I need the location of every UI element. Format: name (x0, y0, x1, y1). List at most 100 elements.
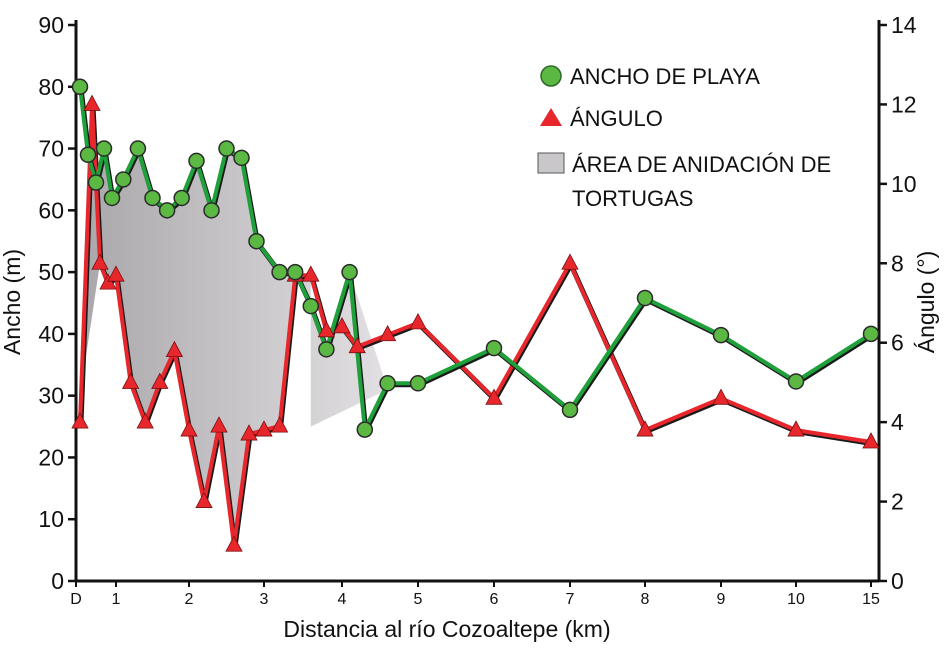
y-left-tick-label: 0 (51, 568, 64, 594)
angle-point (225, 535, 243, 552)
angle-point (485, 388, 503, 405)
width-point (203, 202, 220, 219)
x-tick-label: 1 (112, 591, 121, 608)
angle-point (107, 265, 125, 282)
y-right-tick-label: 14 (891, 12, 917, 38)
width-point (341, 263, 358, 281)
turtle-nesting-area-layer (80, 148, 388, 546)
series-layer (71, 78, 880, 552)
angle-point (121, 372, 140, 389)
angle-point (270, 416, 289, 433)
angle-point (636, 420, 654, 437)
angle-point (195, 491, 213, 508)
y-left-tick-label: 90 (38, 12, 64, 38)
angle-point (787, 420, 805, 437)
width-point (87, 174, 105, 191)
angle-point (71, 412, 89, 429)
width-point (188, 152, 205, 170)
x-tick-label: 7 (566, 591, 575, 608)
angle-point (712, 388, 730, 405)
x-tick-label: D (70, 591, 82, 608)
y-right-tick-label: 4 (891, 409, 904, 435)
y-right-tick-label: 0 (891, 568, 904, 594)
width-point (144, 189, 161, 207)
width-point (71, 78, 89, 96)
x-tick-label: 5 (414, 591, 423, 608)
y-left-axis-title: Ancho (m) (0, 249, 25, 355)
width-point (787, 373, 805, 390)
width-point (103, 189, 121, 207)
width-point (286, 263, 304, 281)
x-axis-title: Distancia al río Cozoaltepe (km) (283, 616, 610, 642)
legend: ANCHO DE PLAYA ÁNGULO ÁREA DE ANIDACIÓN … (537, 64, 831, 211)
x-tick-label: 9 (717, 591, 726, 608)
width-point (379, 375, 396, 392)
width-point (356, 421, 374, 438)
x-tick-label: 15 (862, 591, 880, 608)
y-left-tick-label: 80 (38, 74, 64, 100)
width-point (485, 339, 503, 357)
angle-point (180, 420, 198, 437)
width-point (302, 297, 320, 315)
angle-point (333, 316, 351, 334)
width-point (409, 375, 427, 392)
width-point (158, 202, 176, 219)
y-left-tick-label: 50 (38, 259, 64, 285)
width-point (561, 401, 579, 419)
angle-point (83, 94, 101, 111)
angle-point (561, 253, 579, 270)
x-tick-label: 6 (490, 591, 499, 608)
x-tick-label: 2 (185, 591, 194, 608)
y-left-tick-label: 20 (38, 444, 64, 470)
width-point (636, 289, 654, 307)
width-point (95, 140, 113, 157)
angle-point (317, 320, 336, 338)
x-tick-label: 8 (641, 591, 650, 608)
legend-label-width: ANCHO DE PLAYA (570, 64, 760, 89)
angle-point (409, 313, 427, 330)
y-right-tick-label: 10 (891, 171, 917, 197)
legend-label-angle: ÁNGULO (570, 106, 663, 131)
angle-point (240, 424, 258, 441)
width-point (129, 140, 147, 157)
legend-triangle-marker (540, 108, 562, 126)
y-left-tick-label: 70 (38, 136, 64, 162)
legend-circle-marker (540, 65, 562, 87)
width-point (712, 326, 730, 344)
angle-point (91, 253, 109, 270)
y-right-tick-label: 12 (891, 91, 917, 117)
width-point (248, 232, 265, 250)
angle-point (210, 416, 228, 433)
width-point (173, 189, 190, 207)
turtle-nesting-area (80, 148, 388, 546)
angle-point (862, 432, 880, 449)
y-right-tick-label: 2 (891, 489, 904, 515)
legend-label-area-line1: ÁREA DE ANIDACIÓN DE (572, 152, 831, 177)
width-point (318, 341, 335, 358)
x-tick-label: 10 (787, 591, 805, 608)
angle-point (99, 273, 117, 290)
width-point (271, 263, 288, 281)
y-left-tick-label: 40 (38, 321, 64, 347)
angle-point (378, 324, 397, 342)
y-left-tick-label: 10 (38, 506, 64, 532)
y-right-tick-label: 6 (891, 330, 904, 356)
angle-point (165, 340, 184, 358)
width-point (115, 171, 132, 188)
x-tick-label: 3 (260, 591, 269, 608)
width-point (233, 149, 250, 167)
y-left-tick-label: 60 (38, 197, 64, 223)
x-tick-label: 4 (338, 591, 347, 608)
legend-area-swatch (537, 152, 565, 174)
y-right-axis-title: Ángulo (°) (913, 251, 939, 354)
y-right-tick-label: 8 (891, 250, 904, 276)
angle-point (151, 372, 169, 389)
width-point (218, 140, 235, 157)
angle-point (348, 336, 366, 354)
y-left-tick-label: 30 (38, 383, 64, 409)
angle-point (255, 420, 273, 437)
legend-label-area-line2: TORTUGAS (572, 186, 693, 211)
angle-point (302, 265, 320, 282)
